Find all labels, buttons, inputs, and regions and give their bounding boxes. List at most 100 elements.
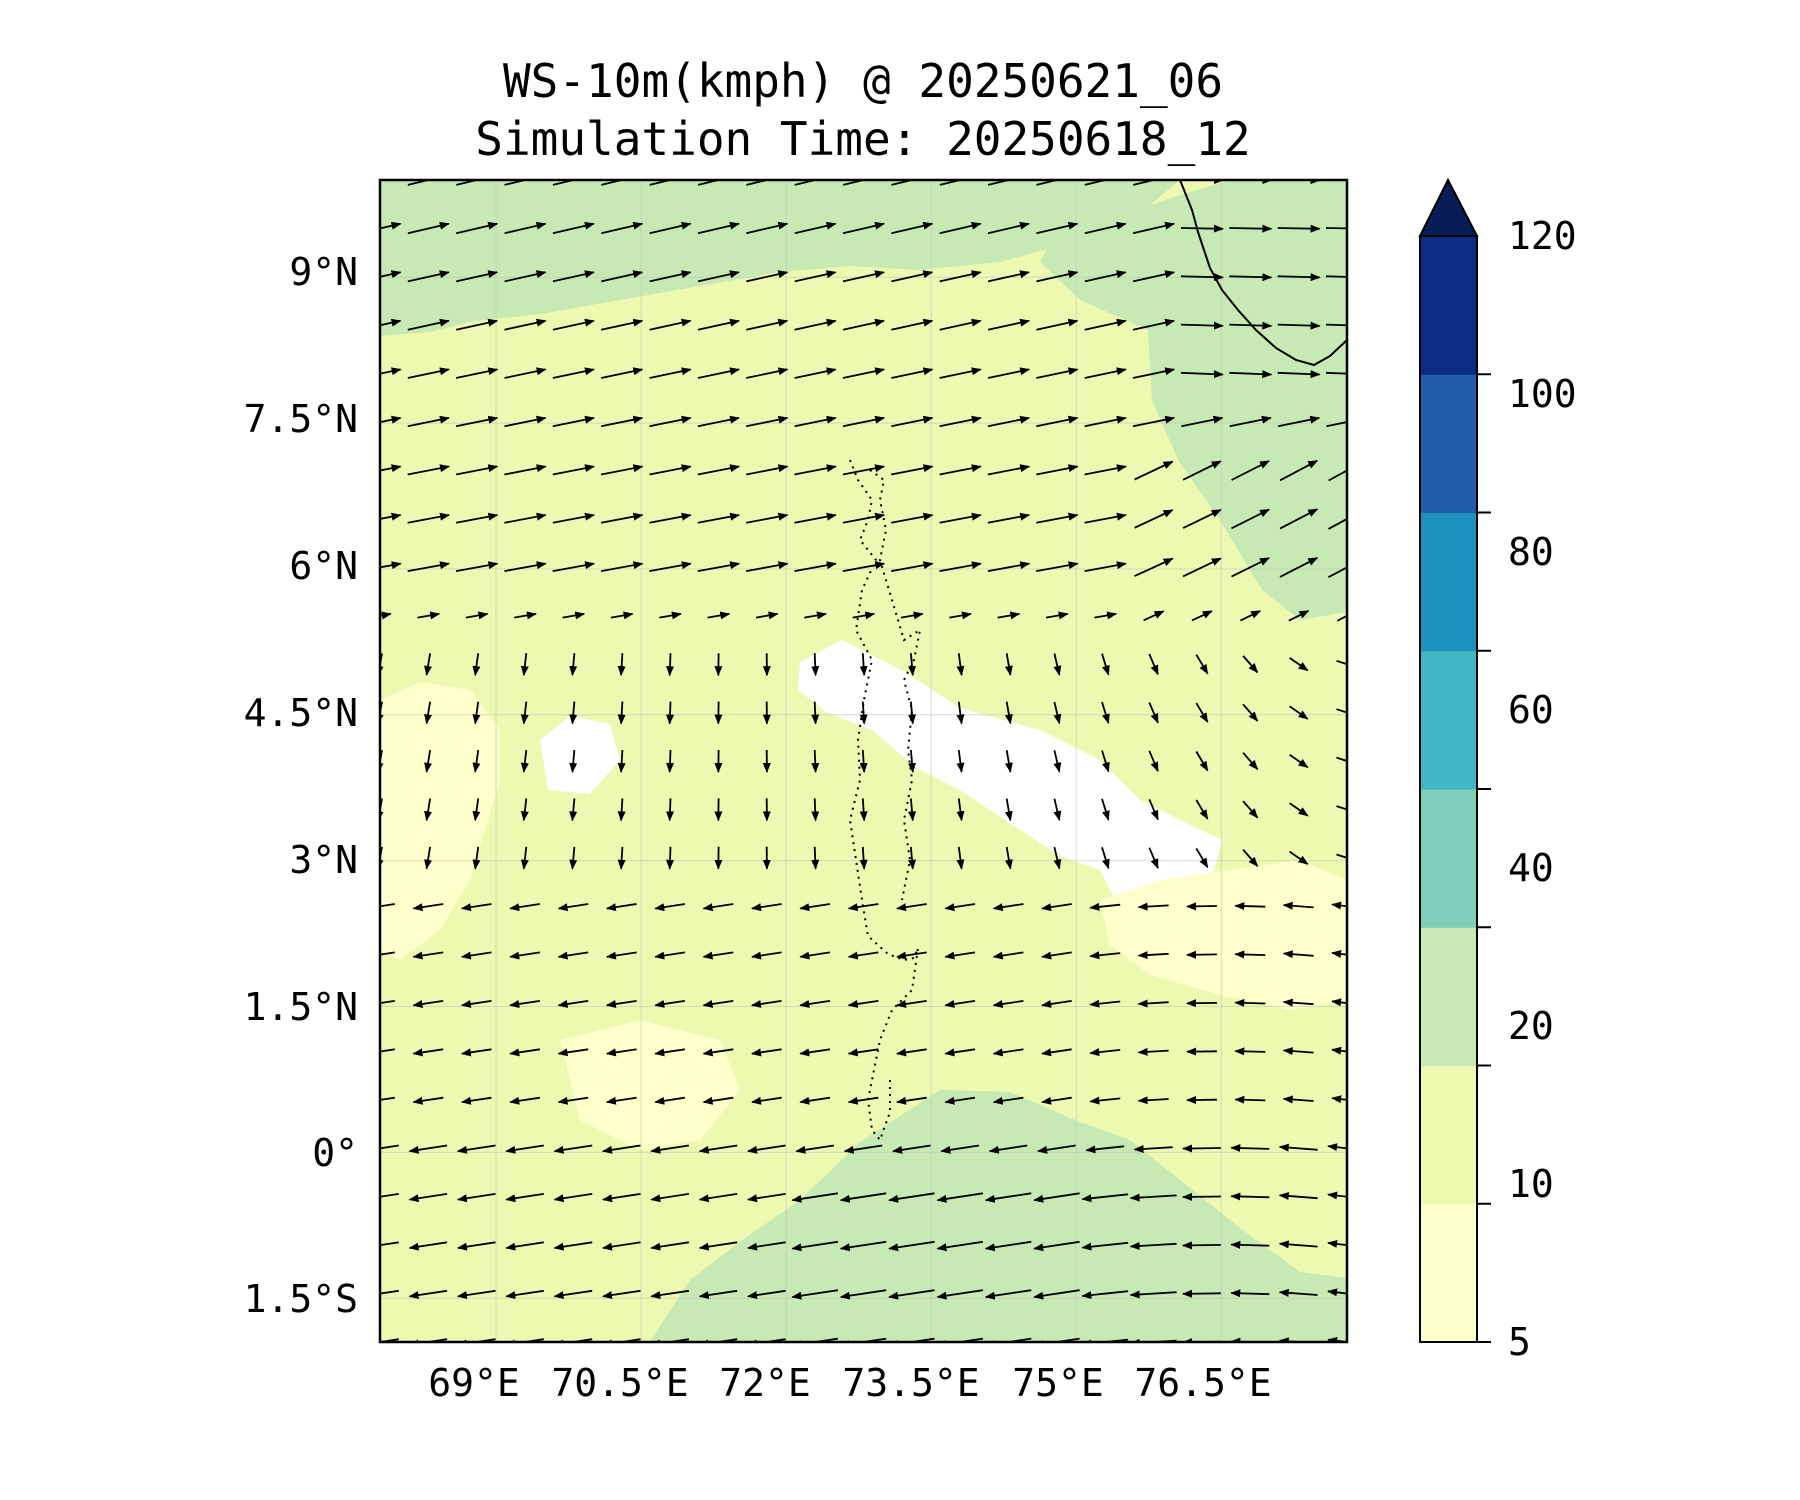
wind-arrow <box>412 1096 444 1105</box>
wind-arrow <box>908 701 917 725</box>
wind-arrow <box>1331 998 1347 1007</box>
y-tick-label: 6°N <box>289 544 358 588</box>
coastlines <box>848 180 1347 1143</box>
wind-arrow <box>456 1144 496 1154</box>
wind-arrow <box>654 1096 686 1105</box>
wind-arrow <box>455 512 499 524</box>
wind-arrow <box>1242 655 1259 674</box>
wind-arrow <box>649 415 692 428</box>
wind-arrow <box>380 318 402 327</box>
wind-arrow <box>1132 180 1175 186</box>
wind-arrow <box>987 180 1030 186</box>
wind-arrow <box>509 1096 541 1105</box>
wind-arrow <box>460 903 492 912</box>
wind-arrow <box>1325 227 1347 230</box>
wind-arrow <box>1148 847 1159 869</box>
india-coastline <box>1179 180 1347 367</box>
wind-arrow <box>1182 460 1222 481</box>
wind-arrow <box>456 1338 496 1342</box>
wind-arrow <box>697 561 741 572</box>
wind-arrow <box>1336 610 1347 622</box>
wind-arrow <box>1327 1191 1347 1200</box>
wind-arrow <box>745 561 789 572</box>
wind-arrow <box>1278 1288 1318 1297</box>
wind-arrow <box>455 367 499 379</box>
wind-arrow <box>1289 705 1309 720</box>
wind-arrow <box>859 846 868 870</box>
wind-arrow <box>1084 270 1127 283</box>
wind-arrow <box>1336 805 1347 811</box>
wind-arrow <box>697 318 740 331</box>
wind-arrow <box>794 464 837 476</box>
wind-arrow <box>839 1192 887 1203</box>
x-tick-label: 70.5°E <box>551 1361 688 1405</box>
wind-arrow <box>1230 1144 1270 1153</box>
wind-arrow <box>602 1289 641 1300</box>
wind-arrow <box>553 1144 593 1154</box>
wind-arrow <box>746 318 789 331</box>
wind-arrow <box>1234 902 1266 911</box>
wind-arrow <box>697 512 741 524</box>
wind-arrow <box>842 270 885 283</box>
wind-arrow <box>747 1193 786 1203</box>
wind-arrow <box>1089 1096 1121 1105</box>
wind-arrow <box>654 1048 686 1057</box>
wind-arrow <box>1195 847 1209 869</box>
wind-arrow <box>610 611 634 620</box>
wind-arrow <box>1180 370 1224 379</box>
wind-arrow <box>1148 702 1159 724</box>
wind-arrow <box>460 1048 492 1057</box>
colorbar-tick-label: 60 <box>1508 688 1554 732</box>
wind-arrow <box>794 270 837 283</box>
wind-arrow <box>1242 703 1259 722</box>
wind-arrow <box>1143 610 1165 622</box>
wind-arrow <box>984 1240 1032 1252</box>
wind-arrow <box>1195 702 1209 723</box>
wind-arrow <box>1242 800 1259 819</box>
wind-arrow <box>601 180 644 186</box>
colorbar-tick-label: 80 <box>1508 530 1554 574</box>
y-axis: 9°N 7.5°N 6°N 4.5°N 3°N 1.5°N 0° 1.5°S <box>244 250 358 1321</box>
wind-arrow <box>1084 318 1127 331</box>
wind-arrow <box>1279 508 1319 530</box>
wind-arrow <box>1336 659 1347 666</box>
wind-arrow <box>407 270 450 283</box>
y-tick-label: 1.5°S <box>244 1277 358 1321</box>
wind-arrow <box>380 1338 399 1342</box>
wind-arrow <box>1036 221 1079 235</box>
wind-arrow <box>939 561 982 572</box>
wind-arrow <box>888 1289 935 1300</box>
wind-arrow <box>1282 998 1314 1007</box>
wind-arrow <box>984 1192 1032 1203</box>
wind-arrow <box>811 701 820 725</box>
wind-arrow <box>601 415 644 428</box>
wind-arrow <box>380 1193 399 1198</box>
wind-arrow <box>472 653 481 677</box>
wind-arrow <box>1036 367 1079 379</box>
wind-arrow <box>552 512 595 524</box>
wind-arrow <box>1234 1095 1266 1104</box>
wind-arrow <box>908 846 917 870</box>
wind-arrow <box>1053 701 1062 725</box>
wind-arrow <box>1282 901 1314 910</box>
wind-arrow <box>380 1289 399 1295</box>
wind-arrow <box>472 701 481 725</box>
wind-arrow <box>1053 798 1062 822</box>
wind-arrow <box>811 798 820 822</box>
wind-arrow <box>1186 902 1217 911</box>
wind-arrow <box>1326 421 1347 428</box>
wind-arrow <box>1133 1144 1173 1153</box>
wind-arrow <box>659 611 682 620</box>
wind-arrow <box>1033 1240 1080 1252</box>
wind-arrow <box>746 367 789 379</box>
wind-arrow <box>1182 1241 1221 1250</box>
wind-arrow <box>1101 847 1110 870</box>
wind-arrow <box>939 270 982 283</box>
wind-arrow <box>601 367 644 379</box>
wind-arrow <box>936 1192 984 1203</box>
wind-arrow <box>1277 273 1321 282</box>
wind-arrow <box>1336 708 1347 714</box>
wind-arrow <box>888 1240 935 1252</box>
wind-arrow <box>505 1144 544 1154</box>
